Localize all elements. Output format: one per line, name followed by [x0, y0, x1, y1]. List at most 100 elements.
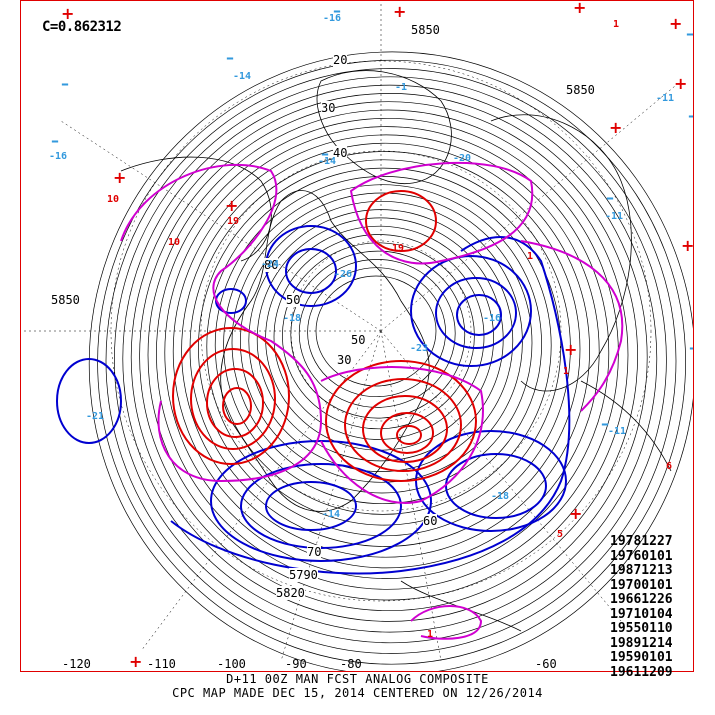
plus-marker: + — [669, 14, 682, 33]
height-contour — [139, 101, 638, 612]
negative-anomaly-label: -18 — [491, 491, 510, 502]
minus-marker: – — [321, 144, 329, 163]
negative-anomaly-label: -26 — [334, 269, 353, 280]
contour-label: 60 — [423, 514, 438, 528]
height-contour — [114, 76, 667, 644]
contour-label: 80 — [264, 258, 279, 272]
height-contour — [88, 51, 693, 671]
height-contour — [172, 134, 600, 569]
analog-date: 19891214 — [610, 635, 673, 651]
plus-marker: + — [564, 340, 577, 359]
analog-date: 19871213 — [610, 563, 673, 578]
contour-label: 30 — [321, 101, 336, 115]
height-contour — [105, 68, 677, 654]
coastlines — [120, 70, 672, 632]
height-contour — [273, 234, 485, 440]
positive-anomaly-label: 1 — [427, 629, 434, 640]
footer-title: D+11 00Z MAN FCST ANALOG COMPOSITE — [226, 672, 489, 686]
positive-anomaly-contours — [172, 190, 477, 482]
negative-anomaly-label: -20 — [453, 153, 472, 164]
negative-anomaly-label: -23 — [410, 343, 429, 354]
minus-marker: – — [601, 414, 609, 433]
height-contour — [231, 192, 533, 494]
plus-marker: + — [129, 652, 142, 671]
plus-marker: + — [225, 196, 238, 215]
height-contour — [298, 259, 456, 408]
contour-label: 40 — [333, 146, 348, 160]
contour-label: 50 — [286, 293, 301, 307]
positive-anomaly-label: 1 — [527, 251, 534, 262]
height-contour — [315, 275, 437, 387]
negative-anomaly-label: -11 — [605, 211, 624, 222]
analog-date: 19550110 — [610, 621, 673, 636]
analog-date: 19611209 — [610, 664, 673, 680]
analog-date: 19710104 — [610, 606, 673, 622]
height-contour — [198, 159, 571, 537]
height-contour — [164, 126, 610, 579]
contour-label: 5790 — [289, 568, 318, 582]
positive-anomaly-label: 10 — [168, 237, 181, 248]
height-contour — [130, 93, 648, 622]
positive-anomaly-label: 19 — [227, 216, 240, 227]
positive-anomaly-label: 10 — [107, 194, 120, 205]
plus-marker: + — [573, 1, 586, 17]
contour-label: 30 — [337, 353, 352, 367]
negative-anomaly-label: -16 — [323, 13, 342, 24]
longitude-label: -90 — [285, 657, 307, 671]
anomaly-markers: +++++++++++++–––––––––– — [51, 1, 694, 671]
anomaly-map: +++++++++++++–––––––––– — [21, 1, 694, 671]
height-contours — [88, 51, 693, 671]
negative-anomaly-label: -18 — [283, 313, 302, 324]
contour-label: 5850 — [411, 23, 440, 37]
positive-anomaly-label: 1 — [613, 19, 620, 30]
height-contour — [156, 117, 619, 590]
lat-lon-grid — [21, 1, 682, 662]
minus-marker: – — [226, 48, 234, 67]
plus-marker: + — [681, 236, 694, 255]
negative-anomaly-label: -14 — [233, 71, 252, 82]
height-contour — [214, 176, 552, 515]
map-frame: +++++++++++++–––––––––– 5850585058505820… — [20, 0, 694, 672]
positive-anomaly-label: 1 — [563, 366, 570, 377]
negative-anomaly-label: -16 — [483, 313, 502, 324]
positive-anomaly-label: 6 — [666, 461, 673, 472]
minus-marker: – — [686, 24, 694, 43]
contour-label: 20 — [333, 53, 348, 67]
contour-label: 5850 — [51, 293, 80, 307]
plus-marker: + — [61, 4, 74, 23]
height-contour — [307, 267, 446, 398]
height-contour — [97, 59, 686, 665]
minus-marker: – — [61, 74, 69, 93]
height-contour — [290, 250, 466, 419]
longitude-label: -120 — [62, 657, 91, 671]
positive-anomaly-label: 5 — [557, 529, 564, 540]
longitude-label: -80 — [340, 657, 362, 671]
negative-anomaly-label: -14 — [318, 156, 337, 167]
minus-marker: – — [333, 1, 341, 20]
negative-anomaly-label: -11 — [656, 93, 675, 104]
footer-subtitle: CPC MAP MADE DEC 15, 2014 CENTERED ON 12… — [172, 686, 543, 700]
analog-date: 19590101 — [610, 650, 673, 665]
height-contour — [147, 109, 629, 601]
minus-marker: – — [606, 188, 614, 207]
minus-marker: – — [51, 131, 59, 150]
longitude-label: -100 — [217, 657, 246, 671]
height-contour — [240, 200, 523, 483]
negative-anomaly-label: -14 — [322, 509, 341, 520]
longitude-label: -110 — [147, 657, 176, 671]
negative-anomaly-label: -11 — [608, 426, 627, 437]
contour-label: 70 — [307, 545, 322, 559]
contour-label: 5850 — [566, 83, 595, 97]
height-contour — [206, 167, 562, 526]
plus-marker: + — [113, 168, 126, 187]
height-contour — [181, 142, 590, 558]
analog-dates-list: 19781227 19760101 19871213 19700101 1966… — [610, 534, 696, 680]
analog-date: 19781227 — [610, 534, 673, 549]
longitude-label: -60 — [535, 657, 557, 671]
negative-anomaly-label: -1 — [395, 82, 408, 93]
minus-marker: – — [688, 106, 694, 125]
zero-anomaly-contours — [120, 161, 624, 640]
analog-date: 19661226 — [610, 592, 673, 607]
positive-anomaly-label: 19 — [392, 243, 405, 254]
analog-date: 19700101 — [610, 577, 673, 593]
